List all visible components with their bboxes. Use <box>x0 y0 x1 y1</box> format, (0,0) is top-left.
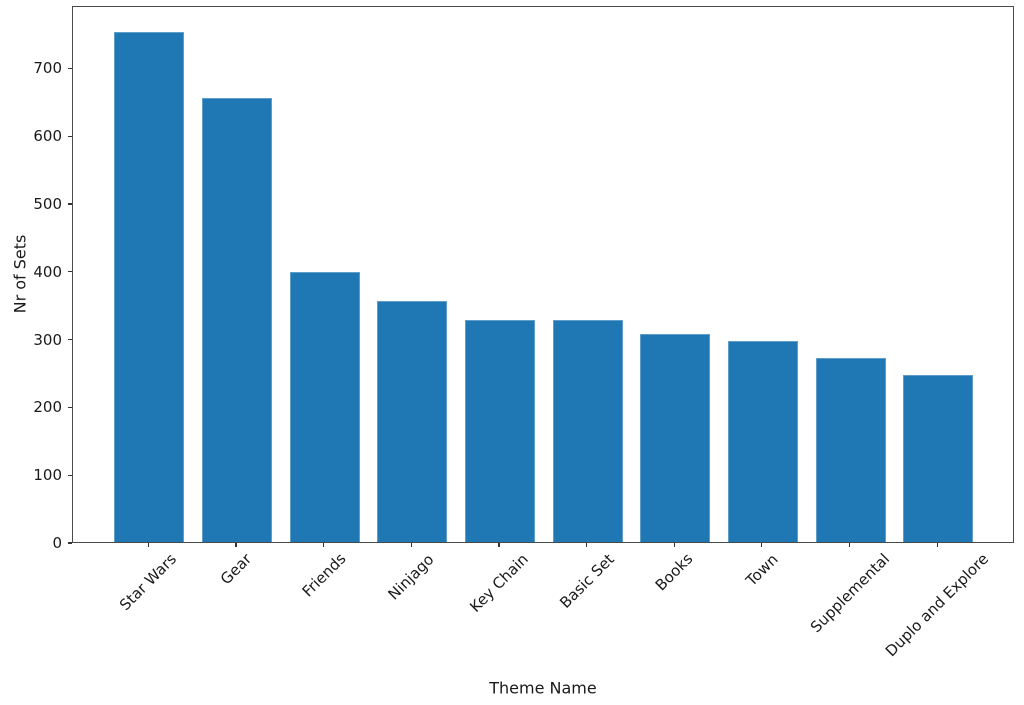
x-tick-mark <box>410 543 412 547</box>
bar-town <box>727 340 798 542</box>
bar-ninjago <box>377 301 448 542</box>
y-tick-mark <box>68 542 72 544</box>
x-tick-label-key-chain: Key Chain <box>466 550 532 616</box>
y-tick-mark <box>68 474 72 476</box>
y-tick-label: 200 <box>33 398 62 417</box>
y-tick-label: 500 <box>33 194 62 213</box>
x-axis-label: Theme Name <box>489 678 597 698</box>
y-tick-label: 0 <box>52 534 62 552</box>
y-tick-label: 100 <box>33 466 62 485</box>
y-tick-label: 700 <box>33 59 62 78</box>
bar-star-wars <box>114 32 185 542</box>
bar-duplo-and-explore <box>903 374 974 542</box>
y-tick-mark <box>68 271 72 273</box>
x-tick-label-duplo-and-explore: Duplo and Explore <box>881 549 993 661</box>
x-tick-label-gear: Gear <box>216 549 256 589</box>
bar-gear <box>201 97 272 542</box>
x-tick-label-town: Town <box>742 550 782 590</box>
x-tick-label-supplemental: Supplemental <box>806 549 893 637</box>
y-tick-mark <box>68 406 72 409</box>
x-tick-label-star-wars: Star Wars <box>116 550 181 615</box>
x-tick-mark <box>147 543 149 547</box>
x-tick-mark <box>936 543 938 547</box>
y-tick-label: 300 <box>33 330 62 349</box>
y-tick-mark <box>68 135 72 137</box>
x-tick-mark <box>235 543 237 547</box>
plot-area <box>72 6 1014 543</box>
bar-basic-set <box>552 320 623 542</box>
bar-friends <box>289 272 360 542</box>
y-tick-label: 600 <box>33 127 62 146</box>
bar-supplemental <box>815 357 886 542</box>
x-tick-mark <box>585 543 588 547</box>
y-tick-mark <box>68 67 72 70</box>
x-tick-mark <box>848 543 851 547</box>
x-tick-mark <box>761 543 763 547</box>
bar-books <box>640 333 711 542</box>
x-tick-mark <box>673 543 675 547</box>
y-axis-label: Nr of Sets <box>10 234 30 314</box>
x-tick-mark <box>498 543 500 547</box>
x-tick-label-basic-set: Basic Set <box>555 549 618 612</box>
y-tick-label: 400 <box>33 262 62 281</box>
y-tick-mark <box>68 203 72 205</box>
x-tick-label-books: Books <box>651 549 697 595</box>
bar-key-chain <box>464 319 535 542</box>
x-tick-label-ninjago: Ninjago <box>384 550 438 604</box>
x-tick-label-friends: Friends <box>298 550 350 601</box>
y-tick-mark <box>68 338 72 341</box>
x-tick-mark <box>322 543 325 547</box>
